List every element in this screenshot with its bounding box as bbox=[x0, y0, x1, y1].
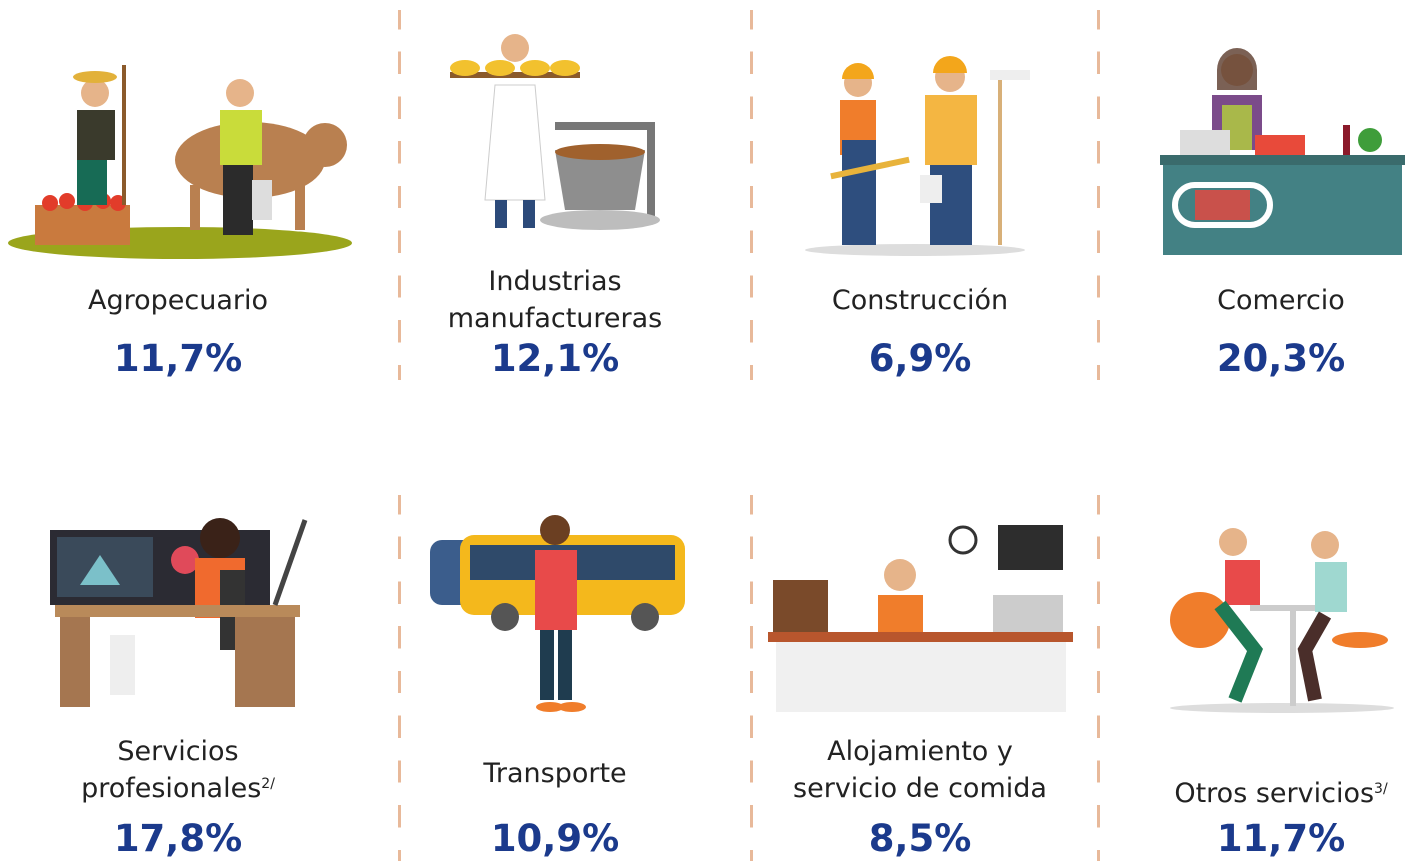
sector-share: 6,9% bbox=[868, 337, 972, 380]
sector-share: 11,7% bbox=[113, 337, 243, 380]
sector-share: 12,1% bbox=[490, 337, 620, 380]
divider bbox=[398, 495, 401, 861]
sector-label: Construcción bbox=[750, 282, 1090, 319]
divider bbox=[1097, 495, 1100, 861]
footnote-mark: 2/ bbox=[261, 776, 275, 792]
sector-share: 8,5% bbox=[868, 817, 972, 860]
label-line: servicio de comida bbox=[793, 773, 1047, 804]
illustration-salon bbox=[1170, 528, 1394, 713]
divider bbox=[1097, 10, 1100, 380]
label-line: Agropecuario bbox=[87, 284, 268, 316]
illustration-cafe bbox=[768, 525, 1073, 712]
sector-label: Agropecuario bbox=[8, 282, 348, 319]
label-line: Otros servicios3/ bbox=[1174, 777, 1388, 809]
label-line: Servicios bbox=[117, 736, 239, 767]
divider bbox=[750, 495, 753, 861]
sector-label: Transporte bbox=[385, 755, 725, 792]
label-line: Alojamiento y bbox=[827, 736, 1013, 767]
label-line: Construcción bbox=[831, 284, 1009, 316]
sector-label: Servicios profesionales2/ bbox=[8, 733, 348, 807]
illustration-office bbox=[50, 518, 308, 707]
illustration-shop bbox=[1160, 48, 1405, 255]
label-line: Comercio bbox=[1217, 284, 1345, 316]
sector-share: 11,7% bbox=[1216, 817, 1346, 860]
sector-label: Industrias manufactureras bbox=[385, 263, 725, 337]
sector-label: Otros servicios3/ bbox=[1111, 775, 1412, 812]
illustration-transport bbox=[430, 515, 685, 712]
sector-share: 10,9% bbox=[490, 817, 620, 860]
illustration-factory bbox=[450, 34, 660, 230]
sector-share: 17,8% bbox=[113, 817, 243, 860]
illustration-construction bbox=[805, 56, 1030, 256]
divider bbox=[398, 10, 401, 380]
label-line: profesionales2/ bbox=[81, 773, 275, 804]
illustration-farm bbox=[8, 65, 352, 259]
label-line: Industrias bbox=[488, 266, 622, 297]
sector-share: 20,3% bbox=[1216, 337, 1346, 380]
footnote-mark: 3/ bbox=[1374, 780, 1388, 797]
sector-label: Alojamiento y servicio de comida bbox=[750, 733, 1090, 807]
label-line: Transporte bbox=[483, 757, 627, 789]
divider bbox=[750, 10, 753, 380]
label-line: manufactureras bbox=[447, 303, 663, 334]
sector-label: Comercio bbox=[1111, 282, 1412, 319]
